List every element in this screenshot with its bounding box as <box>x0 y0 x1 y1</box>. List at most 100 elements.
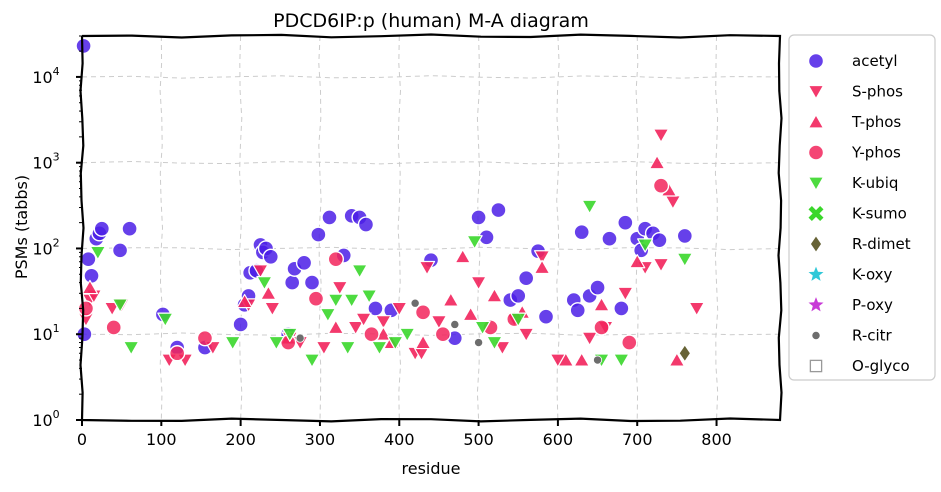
y-grid-line <box>81 246 781 251</box>
point-k-ubiq <box>111 298 129 313</box>
point-k-ubiq <box>303 353 321 368</box>
point-t-phos <box>442 292 459 307</box>
point-t-phos <box>462 306 479 322</box>
legend-marker-acetyl <box>807 52 825 70</box>
point-acetyl <box>517 270 535 287</box>
point-acetyl <box>262 248 279 265</box>
y-tick-label: 100 <box>32 408 59 430</box>
point-acetyl <box>589 279 606 296</box>
x-grid-line <box>476 35 481 421</box>
point-k-ubiq <box>256 275 273 291</box>
point-t-phos <box>414 334 432 350</box>
point-y-phos <box>196 329 214 347</box>
point-s-phos <box>375 315 392 330</box>
point-k-ubiq <box>319 307 336 323</box>
point-k-ubiq <box>157 312 174 327</box>
data-points <box>75 37 705 368</box>
point-k-ubiq <box>581 199 598 215</box>
point-acetyl <box>310 226 327 243</box>
legend-label-k-oxy: K-oxy <box>852 266 893 284</box>
x-grid-line <box>397 35 402 421</box>
x-grid-line <box>714 35 719 421</box>
point-s-phos <box>688 301 705 317</box>
point-k-ubiq <box>327 293 344 308</box>
y-grid-line <box>81 160 781 165</box>
point-r-dimet <box>678 344 692 363</box>
point-s-phos <box>652 128 670 143</box>
legend-label-r-dimet: R-dimet <box>852 235 911 253</box>
legend-frame <box>788 34 936 381</box>
point-t-phos <box>236 293 253 309</box>
point-acetyl <box>321 209 338 226</box>
legend-marker-r-dimet <box>809 234 823 254</box>
point-r-citr <box>593 355 603 365</box>
point-y-phos <box>434 326 452 343</box>
legend-marker-t-phos <box>807 114 825 129</box>
y-grid-line <box>81 75 781 79</box>
point-k-ubiq <box>613 353 630 368</box>
legend-marker-k-oxy <box>808 266 824 281</box>
legend-marker-p-oxy <box>808 297 824 312</box>
point-t-phos <box>81 279 99 295</box>
point-r-citr <box>474 338 484 348</box>
point-s-phos <box>391 301 408 317</box>
point-s-phos <box>617 286 634 302</box>
point-acetyl <box>93 220 111 237</box>
y-axis-label: PSMs (tabbs) <box>12 175 31 279</box>
legend-label-t-phos: T-phos <box>851 113 901 131</box>
x-tick-label: 100 <box>146 430 177 449</box>
legend-label-acetyl: acetyl <box>852 52 898 70</box>
legend-label-k-sumo: K-sumo <box>852 205 907 223</box>
point-acetyl <box>75 37 92 55</box>
x-axis-ticks: 0 100 200 300 400 500 600 700 800 <box>77 420 732 449</box>
point-k-ubiq <box>399 327 416 342</box>
point-k-ubiq <box>387 335 404 351</box>
point-t-phos <box>533 259 551 275</box>
point-acetyl <box>617 214 634 231</box>
point-acetyl <box>651 231 668 249</box>
legend-label-p-oxy: P-oxy <box>852 296 893 314</box>
point-t-phos <box>573 352 590 367</box>
point-t-phos <box>648 154 666 170</box>
x-grid-line <box>556 35 560 421</box>
point-y-phos <box>593 319 610 336</box>
legend-marker-y-phos <box>807 144 825 161</box>
x-tick-label: 500 <box>463 430 494 449</box>
point-acetyl <box>537 308 555 325</box>
x-tick-label: 300 <box>305 430 336 449</box>
point-k-ubiq <box>676 252 693 267</box>
legend-label-y-phos: Y-phos <box>851 144 901 162</box>
point-acetyl <box>121 220 138 237</box>
point-k-ubiq <box>343 293 360 308</box>
point-acetyl <box>490 201 507 219</box>
point-k-ubiq <box>466 235 483 250</box>
x-tick-label: 600 <box>543 430 574 449</box>
point-s-phos <box>664 195 682 210</box>
point-s-phos <box>430 315 448 330</box>
y-tick-label: 102 <box>32 236 59 258</box>
plot-frame <box>79 33 783 423</box>
x-tick-label: 200 <box>225 430 256 449</box>
x-tick-label: 400 <box>384 430 415 449</box>
point-s-phos <box>347 320 364 336</box>
point-k-ubiq <box>637 238 654 253</box>
point-r-citr <box>450 319 460 329</box>
point-y-phos <box>363 326 380 343</box>
point-acetyl <box>283 274 301 291</box>
point-acetyl <box>676 227 694 245</box>
point-t-phos <box>593 297 610 312</box>
point-t-phos <box>327 319 344 335</box>
point-k-ubiq <box>510 312 527 327</box>
y-tick-label: 101 <box>32 322 59 344</box>
point-k-ubiq <box>474 320 491 336</box>
point-acetyl <box>357 216 375 233</box>
x-grid-line <box>238 35 243 421</box>
point-acetyl <box>601 230 618 247</box>
point-y-phos <box>621 334 638 351</box>
point-k-ubiq <box>361 289 378 304</box>
point-s-phos <box>533 250 551 265</box>
point-acetyl <box>470 209 487 226</box>
x-tick-label: 800 <box>701 430 732 449</box>
point-acetyl <box>295 254 313 272</box>
